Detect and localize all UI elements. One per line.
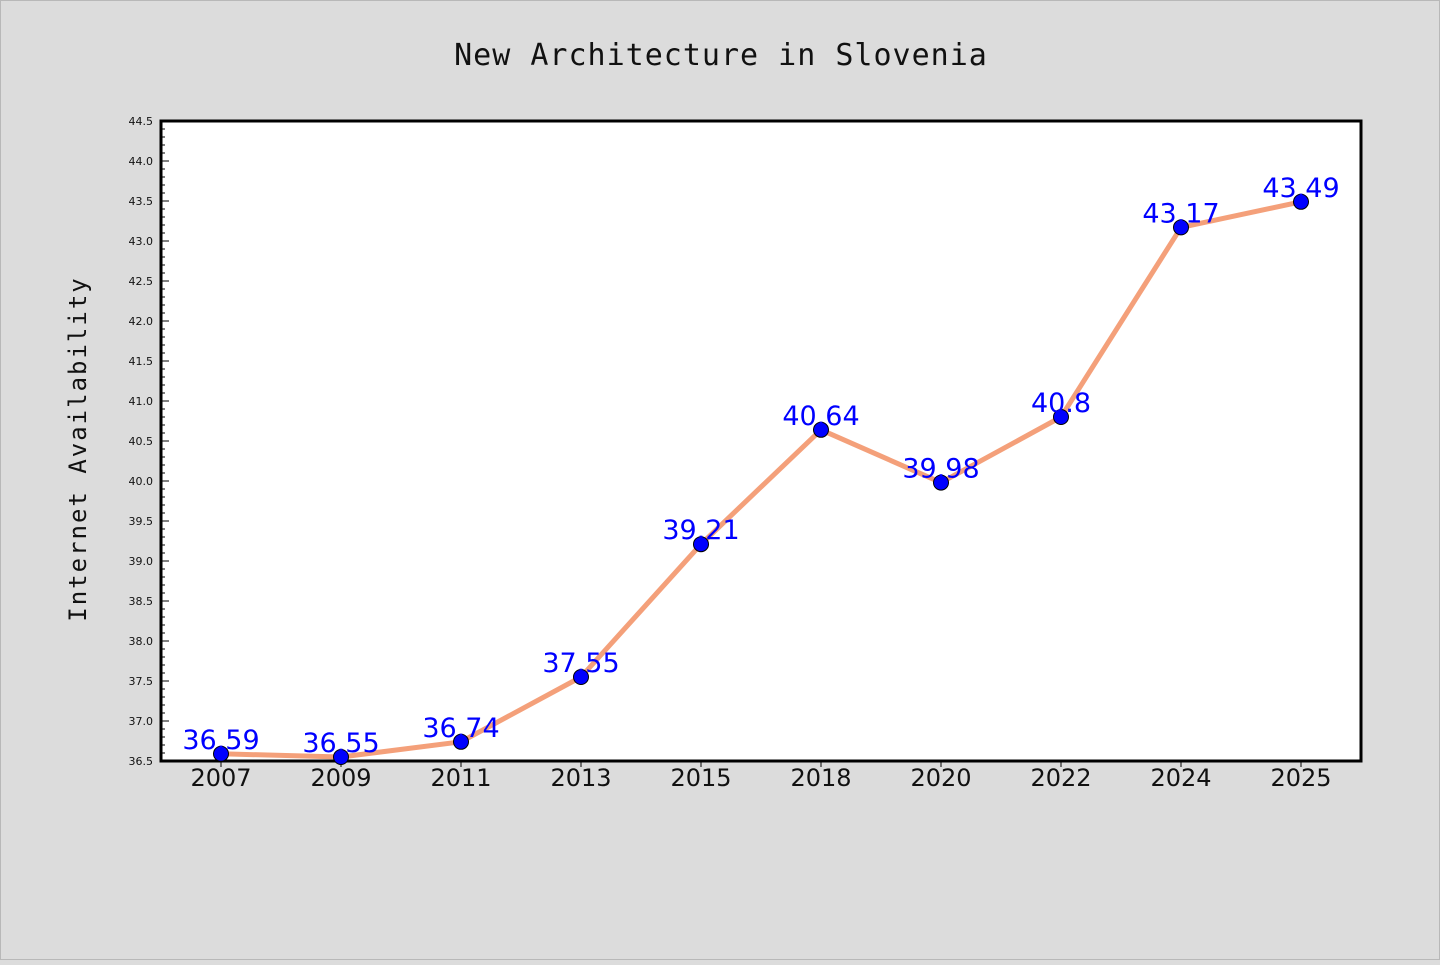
data-label: 36.55 xyxy=(302,728,379,759)
data-label: 36.74 xyxy=(422,713,499,744)
x-tick-label: 2013 xyxy=(550,764,611,792)
x-tick-label: 2025 xyxy=(1270,764,1331,792)
y-tick-label: 44.5 xyxy=(129,115,154,128)
data-label: 37.55 xyxy=(542,648,619,679)
x-tick-label: 2015 xyxy=(670,764,731,792)
x-tick-label: 2009 xyxy=(310,764,371,792)
y-tick-label: 42.0 xyxy=(129,315,154,328)
x-tick-label: 2024 xyxy=(1150,764,1211,792)
series-line xyxy=(218,199,1304,760)
y-tick-label: 40.5 xyxy=(129,435,154,448)
y-tick-label: 39.5 xyxy=(129,515,154,528)
data-label: 40.64 xyxy=(782,401,859,432)
y-tick-label: 43.5 xyxy=(129,195,154,208)
y-tick-label: 36.5 xyxy=(129,755,154,768)
y-tick-label: 37.0 xyxy=(129,715,154,728)
y-tick-label: 39.0 xyxy=(129,555,154,568)
data-point xyxy=(693,536,709,553)
y-tick-label: 43.0 xyxy=(129,235,154,248)
y-tick-label: 42.5 xyxy=(129,275,154,288)
x-tick-label: 2022 xyxy=(1030,764,1091,792)
data-point xyxy=(813,421,829,438)
y-axis-label: Internet Availability xyxy=(64,276,92,621)
y-tick-label: 38.0 xyxy=(129,635,154,648)
data-label: 39.98 xyxy=(902,454,979,485)
data-point xyxy=(213,745,229,762)
x-tick-label: 2007 xyxy=(190,764,251,792)
data-label: 43.17 xyxy=(1142,198,1219,229)
chart-title: New Architecture in Slovenia xyxy=(454,38,988,73)
data-label: 36.59 xyxy=(182,725,259,756)
data-point xyxy=(1173,219,1189,236)
data-point xyxy=(933,474,949,491)
y-tick-label: 41.0 xyxy=(129,395,154,408)
series-group: 36.59 36.55 36.74 37.55 39.21 40.64 39.98 40.8 4… xyxy=(182,173,1340,765)
y-axis-ticks: 36.5 37.0 37.5 38.0 38.5 39.0 39.5 40.0 40.5 41.0… xyxy=(129,115,169,768)
data-point xyxy=(333,749,349,765)
y-tick-label: 41.5 xyxy=(129,355,154,368)
y-tick-label: 38.5 xyxy=(129,595,154,608)
y-tick-label: 44.0 xyxy=(129,155,154,168)
x-tick-label: 2020 xyxy=(910,764,971,792)
x-tick-label: 2018 xyxy=(790,764,851,792)
data-point xyxy=(453,733,469,750)
data-label: 43.49 xyxy=(1262,173,1339,204)
data-label: 40.8 xyxy=(1031,388,1091,419)
y-tick-label: 40.0 xyxy=(129,475,154,488)
data-label: 39.21 xyxy=(662,515,739,546)
data-point xyxy=(1053,409,1069,425)
data-point xyxy=(573,669,589,685)
y-tick-label: 37.5 xyxy=(129,675,154,688)
plot-area xyxy=(159,119,1363,763)
data-point xyxy=(1293,193,1309,210)
x-tick-label: 2011 xyxy=(430,764,491,792)
x-axis-ticks: 2007 2009 2011 2013 2015 2018 2020 2022 2024 2025 xyxy=(190,761,1332,792)
